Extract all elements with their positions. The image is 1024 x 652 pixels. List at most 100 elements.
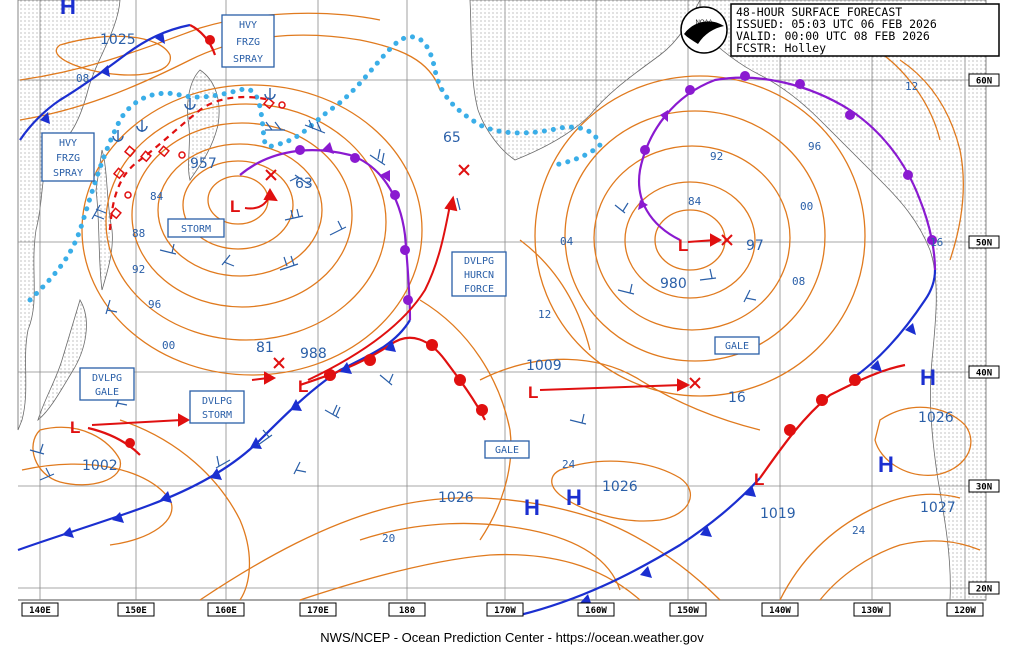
latitude-label: 60N — [976, 77, 992, 87]
isobar-label: 12 — [538, 308, 551, 321]
svg-text:HVY: HVY — [239, 20, 257, 31]
pressure-value: 1019 — [760, 506, 796, 522]
svg-text:GALE: GALE — [95, 387, 119, 398]
isobar-label: 96 — [808, 140, 821, 153]
low-pressure-symbol: L — [528, 383, 538, 402]
longitude-label-box — [388, 602, 426, 617]
pressure-values: 1025 957 980 988 1009 1002 1019 1026 102… — [82, 32, 956, 522]
svg-text:GALE: GALE — [725, 341, 749, 352]
isobar-line — [519, 239, 591, 351]
forecast-value: 16 — [728, 390, 746, 406]
isobar-ring — [564, 110, 826, 362]
longitude-label: 180 — [399, 606, 415, 616]
cold-front — [19, 23, 191, 141]
isobar-ring — [182, 160, 294, 250]
isobar-label: 20 — [382, 532, 395, 545]
sakhalin-landmass — [95, 149, 113, 291]
credit-line: NWS/NCEP - Ocean Prediction Center - htt… — [320, 630, 704, 645]
warning-box: DVLPG HURCN FORCE — [451, 251, 507, 297]
isobar-ring — [105, 103, 387, 341]
isobar-line — [819, 540, 981, 601]
isobar-line — [119, 419, 251, 601]
forecast-value: 81 — [256, 340, 274, 356]
storm-track-arrows — [91, 188, 723, 427]
isobar-label: 16 — [930, 236, 943, 249]
front-symbols — [40, 32, 937, 606]
pressure-value: 988 — [300, 346, 327, 362]
svg-text:STORM: STORM — [202, 410, 232, 421]
low-pressure-symbol: L — [298, 377, 308, 396]
forecast-position-values: 63 65 97 81 16 — [256, 130, 764, 406]
freezing-spray-symbols — [112, 88, 276, 142]
low-pressure-symbol: L — [678, 236, 688, 255]
svg-text:DVLPG: DVLPG — [92, 373, 122, 384]
pressure-value: 1009 — [526, 358, 562, 374]
forecast-value: 97 — [746, 238, 764, 254]
longitude-label-box — [577, 602, 615, 617]
isobar-line — [299, 553, 641, 601]
longitude-label: 150W — [677, 606, 699, 616]
isobar-labels: 08 84 88 92 96 00 04 12 92 84 96 00 08 1… — [76, 72, 943, 545]
track-arrow — [539, 384, 683, 391]
isobar-label: 12 — [905, 80, 918, 93]
japan-landmass — [37, 299, 87, 422]
warning-boxes: HVY FRZG SPRAY HVY FRZG SPRAY STORM DVLP… — [41, 14, 760, 459]
track-arrow — [91, 419, 183, 426]
isobar-ring — [593, 145, 791, 331]
pressure-value: 1002 — [82, 458, 118, 474]
isobar-label: 04 — [560, 235, 574, 248]
longitude-label: 150E — [125, 606, 147, 616]
svg-text:FRZG: FRZG — [236, 37, 260, 48]
warm-front-semicircles — [125, 35, 861, 448]
latitude-label-box — [968, 235, 1000, 249]
longitude-label-box — [117, 602, 155, 617]
wind-barbs — [29, 119, 757, 481]
isobar-label: 92 — [132, 263, 145, 276]
longitude-label-box — [299, 602, 337, 617]
cold-front — [849, 269, 937, 381]
longitude-label: 130W — [861, 606, 883, 616]
longitude-label: 170W — [494, 606, 516, 616]
forecast-value: 65 — [443, 130, 461, 146]
latitude-label: 50N — [976, 239, 992, 249]
valid-time: VALID: 00:00 UTC 08 FEB 2026 — [736, 29, 930, 43]
warning-box: DVLPG STORM — [189, 390, 245, 424]
warning-box: HVY FRZG SPRAY — [221, 14, 275, 68]
cold-front — [519, 477, 761, 617]
svg-text:FRZG: FRZG — [56, 153, 80, 164]
isobar-ring — [157, 143, 323, 277]
latitude-label-box — [968, 365, 1000, 379]
svg-text:NOAA: NOAA — [695, 20, 712, 26]
latitude-labels: 60N 50N 40N 30N 20N — [968, 73, 1000, 595]
longitude-label: 140E — [29, 606, 51, 616]
isobar-label: 84 — [688, 195, 702, 208]
track-arrow — [307, 204, 451, 381]
isobar-label: 88 — [132, 227, 145, 240]
ice-edge — [27, 34, 603, 303]
latitude-label: 30N — [976, 483, 992, 493]
warning-box: STORM — [167, 218, 225, 238]
svg-text:DVLPG: DVLPG — [202, 396, 232, 407]
isobar-line — [19, 12, 381, 81]
longitude-label: 160E — [215, 606, 237, 616]
high-pressure-symbol: H — [566, 485, 582, 510]
low-pressure-symbol: L — [70, 418, 80, 437]
isobar-label: 24 — [852, 524, 866, 537]
warning-box: GALE — [484, 440, 530, 459]
stationary-front — [108, 95, 271, 231]
isobar-line — [551, 460, 692, 522]
warning-box: GALE — [714, 336, 760, 355]
warm-front — [189, 24, 217, 56]
longitude-label: 170E — [307, 606, 329, 616]
svg-text:GALE: GALE — [495, 445, 519, 456]
pressure-value: 1026 — [602, 479, 638, 495]
longitude-label-box — [207, 602, 245, 617]
warm-front — [759, 363, 906, 479]
svg-text:STORM: STORM — [181, 224, 211, 235]
occluded-front — [239, 149, 412, 321]
isobar-ring — [624, 181, 756, 299]
isobar-label: 96 — [148, 298, 161, 311]
isobar-label: 08 — [792, 275, 805, 288]
forecast-title: 48-HOUR SURFACE FORECAST — [736, 5, 902, 19]
